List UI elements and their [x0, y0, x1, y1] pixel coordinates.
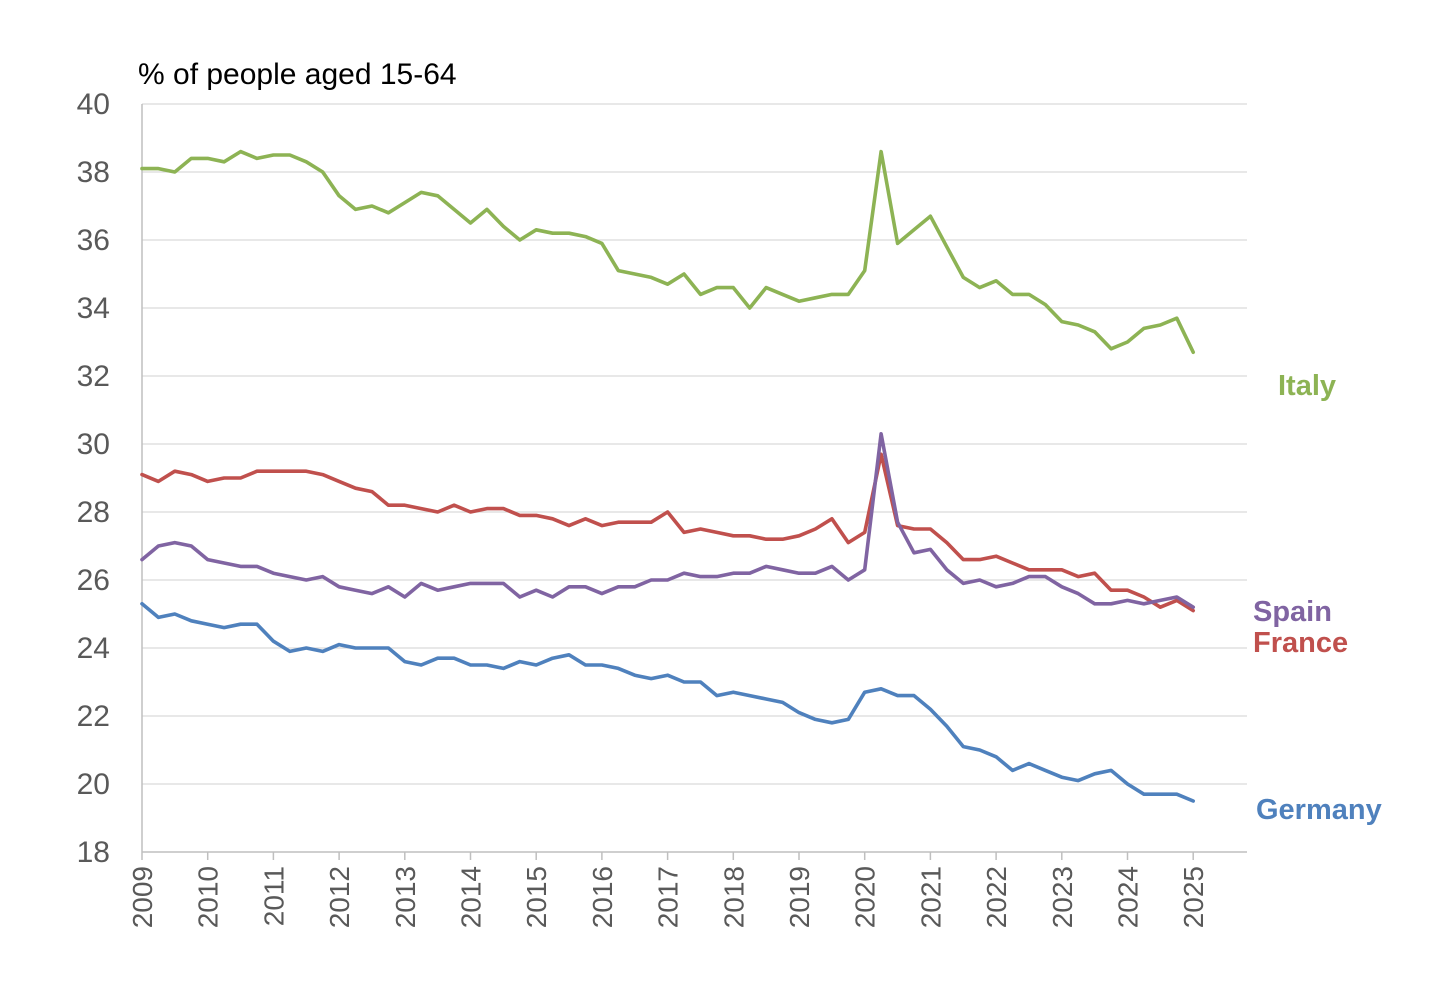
- series-line-italy: [140, 149, 1195, 355]
- y-tick-label: 24: [77, 632, 110, 665]
- y-tick-label: 40: [77, 88, 110, 121]
- y-tick-label: 36: [77, 224, 110, 257]
- x-tick-label: 2022: [981, 866, 1012, 928]
- x-tick-label: 2021: [915, 866, 946, 928]
- x-tick-label: 2018: [718, 866, 749, 928]
- x-tick-label: 2025: [1178, 866, 1209, 928]
- y-tick-label: 26: [77, 564, 110, 597]
- x-tick-label: 2011: [258, 866, 289, 926]
- gridlines: [142, 103, 1247, 785]
- x-axis: 2009 2010 2011 2012 2013 2014 2015 2016 2017 2018…: [127, 104, 1247, 928]
- y-axis-unit-label: % of people aged 15-64: [138, 58, 457, 91]
- x-tick-label: 2024: [1113, 866, 1144, 928]
- x-tick-label: 2014: [456, 866, 487, 928]
- y-tick-label: 32: [77, 360, 110, 393]
- series-label-germany: Germany: [1256, 794, 1382, 826]
- y-tick-label: 22: [77, 700, 110, 733]
- y-axis-ticks: 18 20 22 24 26 28 30 32 34 36 38 40: [77, 88, 110, 869]
- y-tick-label: 18: [77, 836, 110, 869]
- series-label-spain: Spain: [1253, 596, 1332, 628]
- y-tick-label: 34: [77, 292, 110, 325]
- series-line-france: [140, 452, 1195, 613]
- x-tick-label: 2017: [653, 866, 684, 928]
- x-tick-label: 2010: [193, 866, 224, 928]
- series-line-spain: [140, 431, 1195, 610]
- x-tick-label: 2023: [1047, 866, 1078, 928]
- y-tick-label: 30: [77, 428, 110, 461]
- series-label-italy: Italy: [1278, 370, 1336, 402]
- x-tick-label: 2013: [390, 866, 421, 928]
- x-tick-label: 2012: [324, 866, 355, 928]
- y-tick-label: 28: [77, 496, 110, 529]
- series-line-germany: [140, 601, 1195, 803]
- x-tick-label: 2020: [850, 866, 881, 928]
- x-tick-label: 2019: [784, 866, 815, 928]
- y-tick-label: 38: [77, 156, 110, 189]
- x-tick-label: 2009: [127, 866, 158, 928]
- series-label-france: France: [1253, 627, 1348, 659]
- y-tick-label: 20: [77, 768, 110, 801]
- series-lines: [140, 149, 1195, 803]
- x-tick-label: 2015: [521, 866, 552, 928]
- x-tick-label: 2016: [587, 866, 618, 928]
